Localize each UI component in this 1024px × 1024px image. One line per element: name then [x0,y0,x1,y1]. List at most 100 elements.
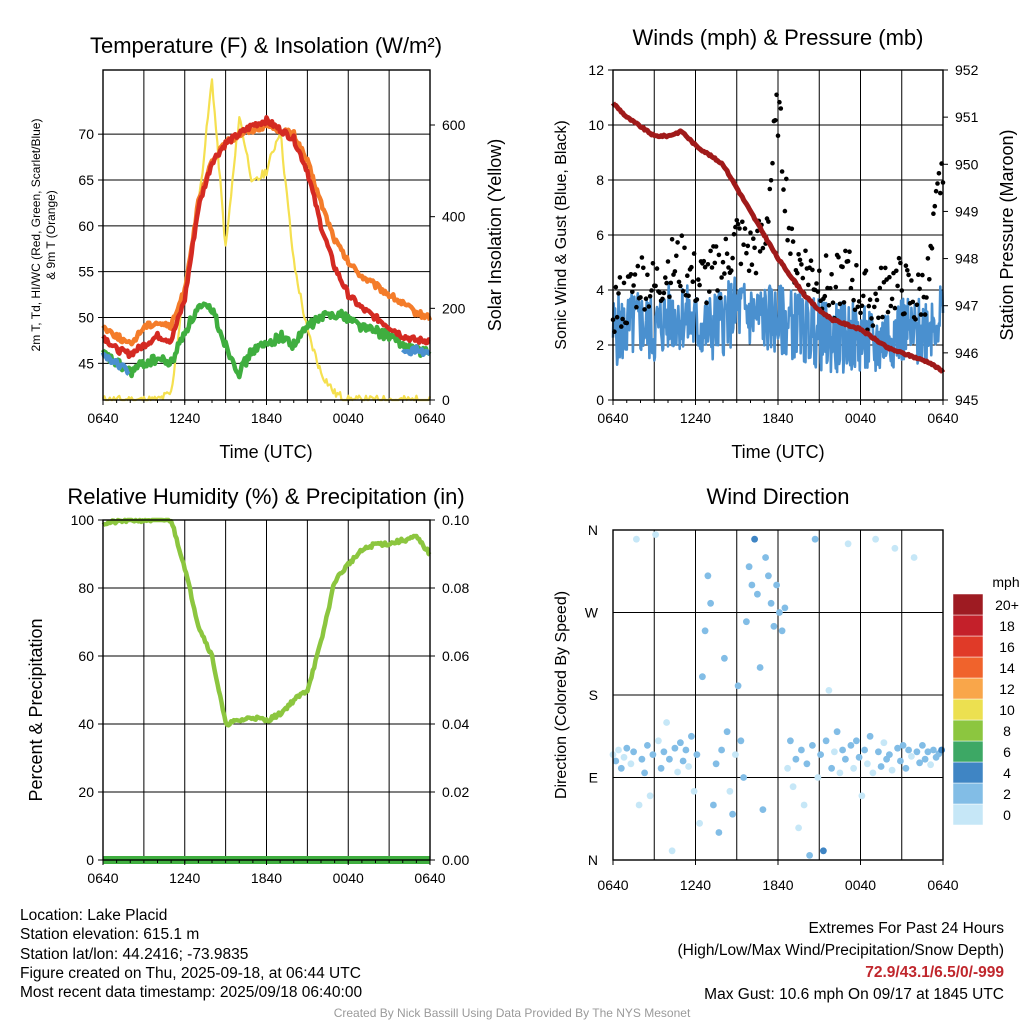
x-tick-label: 1240 [169,870,200,886]
direction-point [828,764,835,772]
gust-point [867,297,873,303]
direction-point [707,599,714,607]
y-tick-label-left: 8 [596,172,604,188]
gust-point [678,283,683,289]
gust-point [647,294,653,299]
y-tick-label-left: 70 [78,126,94,142]
gust-point [685,273,690,279]
direction-point [690,787,698,795]
direction-point [617,764,625,772]
temperature-xlabel: Time (UTC) [219,442,312,462]
direction-point [715,829,723,836]
direction-title: Wind Direction [706,484,849,509]
y-tick-label-right: 945 [955,392,979,408]
gust-point [869,316,874,321]
gust-point [654,266,660,271]
gust-point [774,92,779,98]
direction-point [927,761,934,769]
x-tick-label: 0640 [414,410,445,426]
direction-point [627,760,635,768]
gust-point [634,304,639,310]
direction-point [682,746,690,754]
colorbar-label: 6 [1003,744,1011,760]
gust-point [705,262,711,267]
direction-point [762,554,769,561]
gust-point [724,251,730,256]
colorbar-swatch [952,782,984,805]
y-tick-label-right: 200 [442,300,466,316]
gust-point [734,218,740,223]
gust-point [682,245,687,251]
gust-point [619,324,624,329]
direction-ticks: 0640 1240 1840 0040 0640 N E S W N [585,522,959,893]
gust-point [663,275,668,280]
colorbar-label: 14 [999,660,1015,676]
direction-point [825,687,833,694]
station-info: Location: Lake Placid Station elevation:… [20,906,362,1002]
gust-point [675,240,680,245]
station-elevation: Station elevation: 615.1 m [20,926,200,944]
gust-point [840,264,845,270]
y-tick-label-left: 100 [71,512,95,528]
gust-point [863,268,869,274]
gust-point [799,262,804,267]
direction-point [778,627,786,635]
x-tick-label: 0640 [597,877,628,893]
gust-point [906,272,911,278]
gust-point [896,255,902,261]
gust-point [823,253,829,258]
gust-point [800,275,806,281]
direction-point [899,742,907,749]
colorbar-label: 12 [999,681,1015,697]
direction-point [693,751,701,758]
gust-point [782,208,788,214]
gust-point [624,320,630,326]
y-tick-label-right: 0.00 [442,852,469,868]
gust-point [870,323,876,328]
direction-point [924,748,932,756]
y-tick-label-direction: S [589,687,598,703]
station-latlon: Station lat/lon: 44.2416; -73.9835 [20,945,249,963]
gust-point [731,231,737,237]
credit-line: Created By Nick Bassill Using Data Provi… [333,1006,691,1020]
winds-xlabel: Time (UTC) [731,442,824,462]
gust-point [719,275,724,280]
y-tick-label-right: 400 [442,209,466,225]
colorbar-label: 8 [1003,723,1011,739]
direction-point [721,654,728,662]
gust-point [768,178,774,183]
y-tick-label-right: 0.04 [442,716,469,732]
direction-point [781,604,789,612]
direction-point [798,746,805,754]
y-tick-label-left: 0 [596,392,604,408]
humidity-panel: Relative Humidity (%) & Precipitation (i… [26,484,469,886]
x-tick-label: 0640 [927,410,958,426]
winds-ylabel-right: Station Pressure (Maroon) [997,129,1017,340]
direction-point [897,757,904,765]
x-tick-label: 0640 [87,870,118,886]
direction-point [756,664,764,671]
gust-point [873,291,878,297]
gust-point [638,295,643,300]
gust-point [715,288,720,293]
gust-point [643,296,649,302]
gust-point [773,118,778,123]
direction-point [875,748,882,756]
gust-point [649,288,654,293]
direction-point [718,746,725,754]
gust-point [645,272,650,278]
gust-point [817,268,822,274]
series-line-temp9m [101,120,433,347]
direction-point [809,742,816,749]
x-tick-label: 0040 [845,410,876,426]
y-tick-label-right: 947 [955,298,979,314]
direction-point [864,760,871,768]
gust-point [668,280,674,286]
direction-point [919,742,926,749]
gust-point [707,289,712,294]
x-tick-label: 1240 [169,410,200,426]
direction-point [743,618,750,626]
gust-point [635,263,641,269]
gust-point [665,259,671,264]
gust-point [861,293,866,299]
